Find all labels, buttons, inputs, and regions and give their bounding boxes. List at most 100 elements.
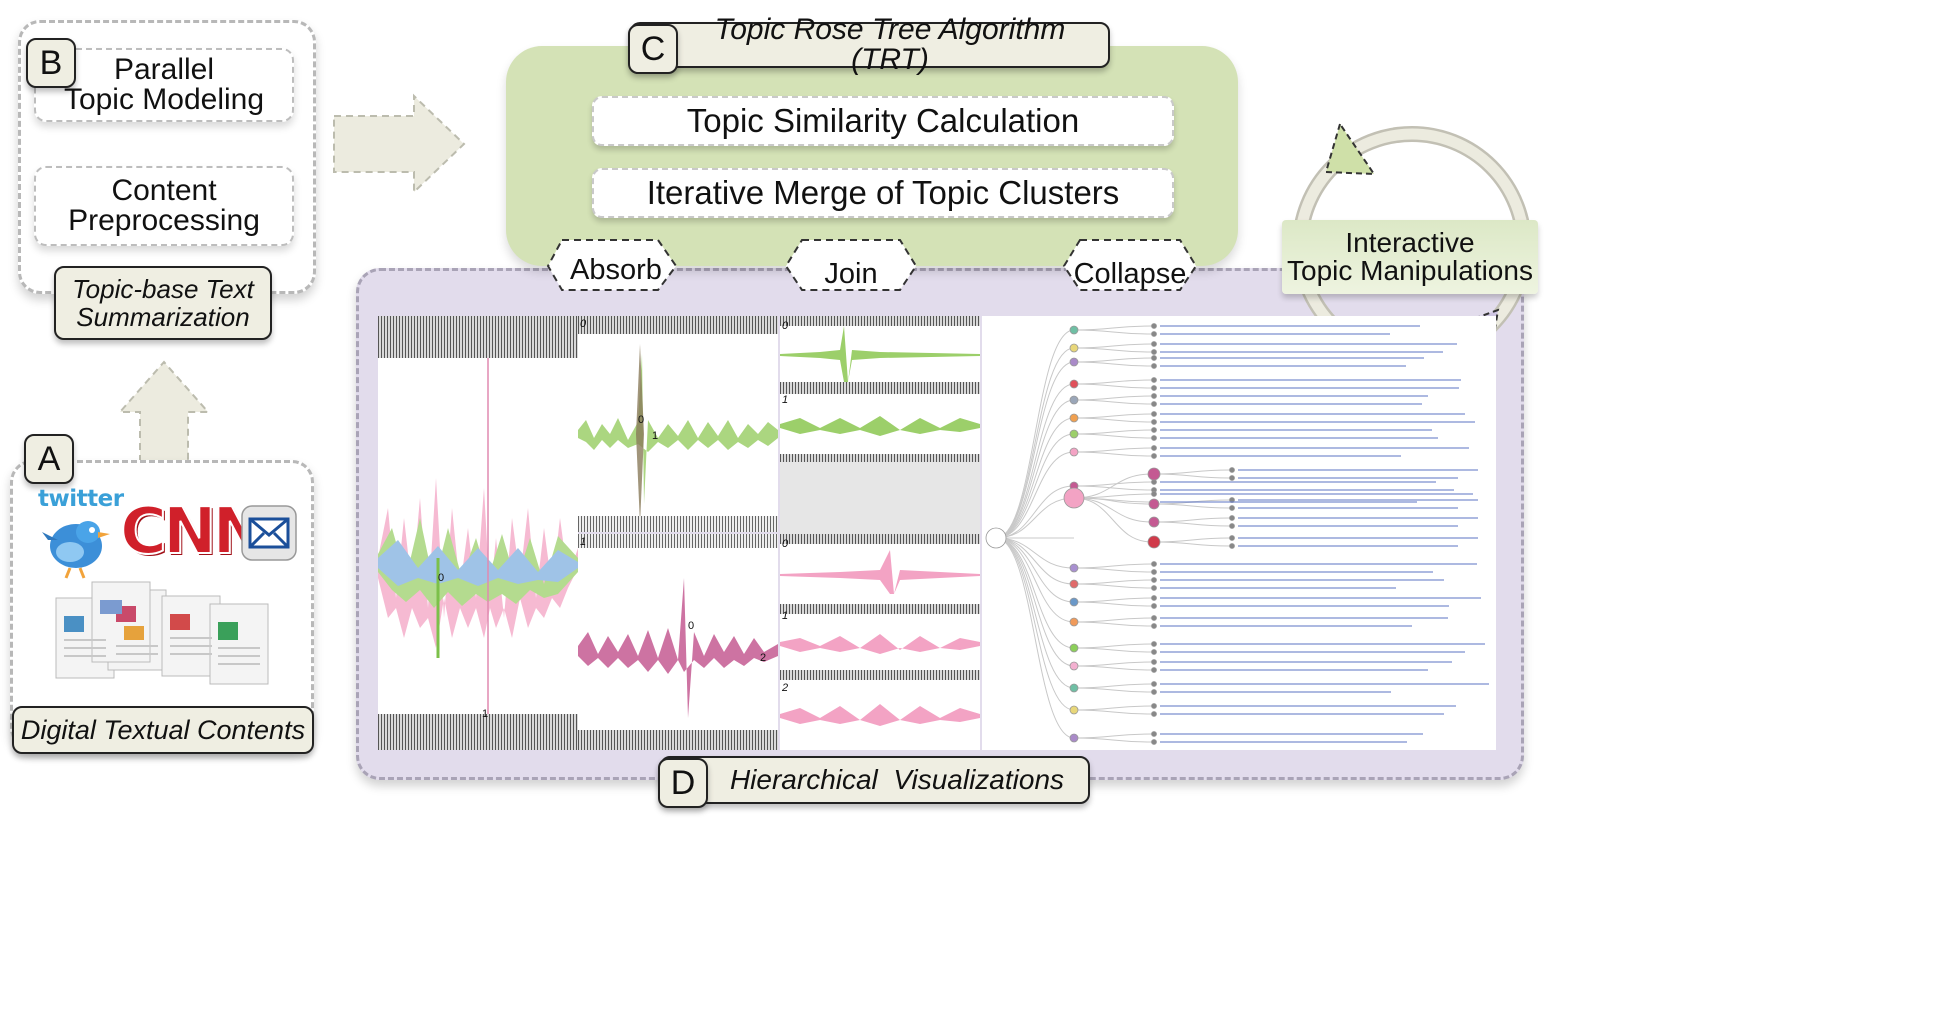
tree-node	[1069, 643, 1079, 653]
visualization-2a-river: 0 0 1	[578, 316, 778, 532]
tree-node	[1151, 561, 1157, 567]
topic-keywords-line	[1238, 537, 1478, 539]
tree-node	[1151, 323, 1157, 329]
p2-mid-a-label: 0	[638, 414, 645, 426]
tree-link	[1073, 325, 1153, 331]
mail-icon	[241, 505, 297, 561]
cycle-arrow-top	[1324, 121, 1376, 176]
tree-node	[1151, 385, 1157, 391]
tree-link	[995, 399, 1075, 539]
section-a-letter: A	[24, 434, 74, 484]
absorb-label: Absorb	[570, 254, 662, 286]
p3-c-label: 0	[782, 538, 789, 550]
tree-node	[1151, 623, 1157, 629]
topic-keywords-line	[1160, 587, 1396, 589]
tree-link	[1073, 395, 1153, 401]
tree-link	[1153, 503, 1231, 509]
join-tag-shape	[784, 239, 918, 291]
tree-node	[1069, 357, 1079, 367]
topic-keywords-line	[1160, 661, 1452, 663]
tree-node	[1151, 491, 1157, 497]
topic-keywords-line	[1160, 617, 1448, 619]
tree-node	[1069, 325, 1079, 335]
topic-keywords-line	[1160, 481, 1436, 483]
tree-node	[1151, 595, 1157, 601]
tree-link	[1073, 413, 1153, 419]
tree-node	[1151, 615, 1157, 621]
tree-link	[1153, 517, 1231, 523]
topic-keywords-line	[1238, 545, 1458, 547]
tree-link	[1073, 733, 1153, 739]
join-label: Join	[824, 258, 878, 290]
tree-node	[1069, 413, 1079, 423]
absorb-tag-shape	[546, 239, 678, 291]
tree-link	[995, 497, 1075, 539]
tree-node	[1147, 467, 1161, 481]
tree-link	[995, 537, 1075, 667]
tree-link	[1073, 497, 1153, 543]
topic-keywords-line	[1160, 403, 1422, 405]
tree-link	[1073, 379, 1153, 385]
tree-node	[1151, 659, 1157, 665]
tree-link	[1073, 347, 1153, 353]
topic-keywords-line	[1160, 669, 1428, 671]
tree-node	[1151, 681, 1157, 687]
tree-link	[1073, 647, 1153, 653]
tree-node	[1229, 523, 1235, 529]
tree-link	[1073, 481, 1153, 487]
tree-link	[995, 361, 1075, 539]
arrow-a-to-b	[117, 360, 211, 487]
tree-link	[995, 329, 1075, 539]
tree-node	[1069, 395, 1079, 405]
topic-similarity-label: Topic Similarity Calculation	[686, 102, 1080, 139]
tree-node	[1069, 705, 1079, 715]
tree-link	[1073, 583, 1153, 589]
topic-keywords-line	[1160, 571, 1433, 573]
tree-node	[1151, 427, 1157, 433]
tree-node	[1229, 543, 1235, 549]
tree-link	[995, 537, 1075, 711]
tree-node	[1069, 683, 1079, 693]
section-a-title-text: Digital Textual Contents	[20, 715, 306, 745]
tree-link	[1073, 683, 1153, 689]
topic-keywords-line	[1160, 605, 1449, 607]
parallel-topic-modeling-step: Parallel Topic Modeling	[34, 48, 294, 122]
topic-keywords-line	[1160, 643, 1485, 645]
operation-tags	[546, 239, 1198, 291]
section-d-title-text: Hierarchical Visualizations	[729, 764, 1065, 795]
collapse-label: Collapse	[1073, 258, 1187, 290]
parallel-topic-modeling-label: Parallel Topic Modeling	[63, 53, 265, 116]
tree-node	[1069, 579, 1079, 589]
tree-link	[1073, 429, 1153, 435]
tree-node	[1069, 597, 1079, 607]
tree-link	[995, 537, 1075, 649]
tree-node	[1069, 617, 1079, 627]
p2b-right-label: 2	[760, 652, 767, 664]
tree-link	[1073, 597, 1153, 603]
topic-keywords-line	[1160, 563, 1477, 565]
p3-a-label: 0	[782, 320, 789, 332]
tree-link	[1073, 485, 1153, 491]
tree-link	[1153, 473, 1231, 479]
tree-node	[1151, 411, 1157, 417]
section-d-letter: D	[658, 758, 708, 808]
tree-link	[1073, 329, 1153, 335]
tree-link	[995, 537, 1075, 689]
tree-node	[985, 527, 1007, 549]
topic-keywords-line	[1160, 691, 1391, 693]
topic-keywords-line	[1160, 651, 1465, 653]
tree-link	[995, 537, 1075, 739]
tree-node	[1151, 435, 1157, 441]
section-c-title: Topic Rose Tree Algorithm (TRT)	[630, 15, 1110, 75]
section-c-title-text: Topic Rose Tree Algorithm (TRT)	[714, 13, 1066, 76]
tree-node	[1151, 355, 1157, 361]
p1-mid-label: 0	[438, 572, 445, 584]
tree-node	[1069, 343, 1079, 353]
tree-node	[1069, 661, 1079, 671]
tree-link	[1073, 497, 1153, 505]
topic-keywords-line	[1160, 325, 1420, 327]
tree-node	[1069, 429, 1079, 439]
tree-node	[1069, 379, 1079, 389]
topic-keywords-line	[1160, 683, 1489, 685]
tree-link	[1073, 665, 1153, 671]
